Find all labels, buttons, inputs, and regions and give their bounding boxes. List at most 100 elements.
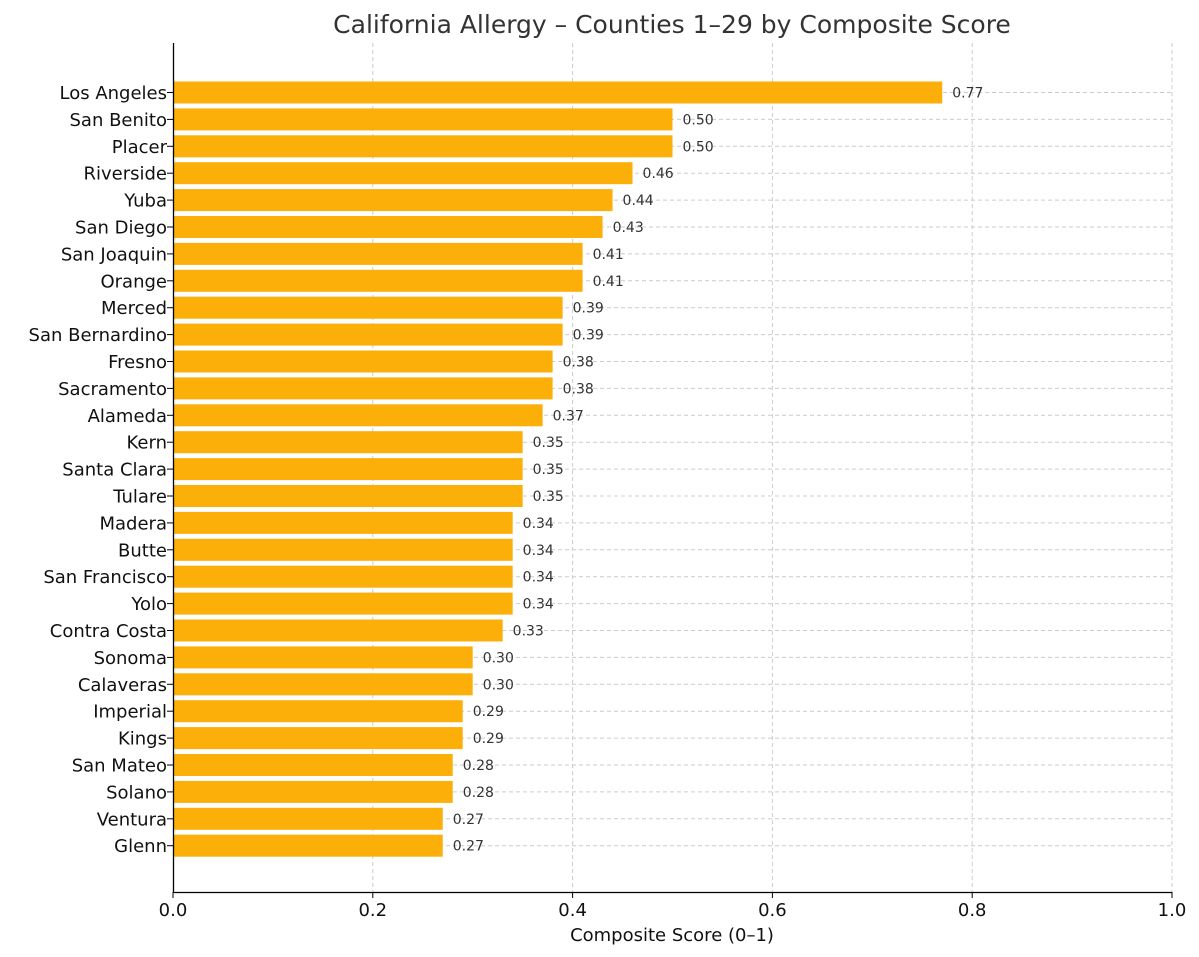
bar	[173, 404, 543, 427]
bar	[173, 511, 513, 534]
value-label: 0.37	[553, 408, 584, 424]
category-label: Madera	[100, 513, 168, 534]
category-label: Tulare	[112, 487, 167, 508]
category-label: Merced	[101, 298, 167, 319]
bar	[173, 458, 523, 481]
bar	[173, 108, 673, 131]
category-label: Placer	[112, 137, 168, 158]
value-label: 0.46	[643, 166, 674, 182]
value-label: 0.30	[483, 650, 514, 666]
value-label: 0.33	[513, 624, 544, 640]
category-label: Riverside	[83, 164, 167, 185]
value-label: 0.30	[483, 677, 514, 693]
bar	[173, 296, 563, 319]
bar	[173, 216, 603, 238]
x-tick-label: 0.4	[558, 900, 587, 921]
value-label: 0.34	[523, 597, 554, 613]
value-label: 0.77	[952, 86, 983, 102]
bar	[173, 81, 943, 104]
chart-title: California Allergy – Counties 1–29 by Co…	[333, 10, 1011, 39]
x-tick-label: 0.8	[958, 900, 987, 921]
bar	[173, 350, 553, 373]
bar	[173, 162, 633, 185]
value-label: 0.34	[523, 570, 554, 586]
labels: 0.0 0.2 0.4 0.6 0.8 1.0 Los Angeles 0.77 San Ben…	[29, 83, 1187, 921]
gridlines	[167, 43, 1173, 898]
category-label: Santa Clara	[62, 460, 167, 481]
bars	[173, 81, 943, 857]
category-label: San Bernardino	[29, 325, 167, 346]
value-label: 0.39	[573, 301, 604, 317]
bar	[173, 485, 523, 507]
x-axis-title: Composite Score (0–1)	[570, 925, 774, 946]
bar	[173, 377, 553, 400]
value-label: 0.34	[523, 516, 554, 532]
category-label: Contra Costa	[50, 621, 167, 642]
value-label: 0.34	[523, 543, 554, 559]
category-label: Orange	[100, 271, 167, 292]
category-label: Fresno	[108, 352, 167, 373]
category-label: San Joaquin	[61, 244, 167, 265]
bar	[173, 135, 673, 158]
bar	[173, 619, 503, 642]
value-label: 0.27	[453, 839, 484, 855]
value-label: 0.41	[593, 274, 624, 290]
value-label: 0.39	[573, 328, 604, 344]
value-label: 0.38	[563, 381, 594, 397]
bar	[173, 807, 443, 830]
value-label: 0.29	[473, 731, 504, 747]
category-label: Calaveras	[78, 675, 167, 696]
category-label: Butte	[118, 540, 167, 561]
value-label: 0.38	[563, 355, 594, 371]
value-label: 0.27	[453, 812, 484, 828]
x-tick-label: 0.6	[758, 900, 787, 921]
category-label: Sacramento	[58, 379, 167, 400]
category-label: San Mateo	[72, 756, 167, 777]
value-label: 0.50	[683, 139, 714, 155]
value-label: 0.44	[623, 193, 654, 209]
category-label: Solano	[106, 782, 167, 803]
bar	[173, 242, 583, 265]
category-label: San Francisco	[43, 567, 167, 588]
x-tick-label: 0.2	[358, 900, 387, 921]
bar	[173, 673, 473, 696]
bar	[173, 754, 453, 776]
bar	[173, 727, 463, 750]
value-label: 0.28	[463, 758, 494, 774]
bar	[173, 780, 453, 803]
category-label: San Benito	[70, 110, 168, 131]
category-label: Kern	[127, 433, 167, 454]
bar	[173, 431, 523, 454]
category-label: Alameda	[88, 406, 167, 427]
category-label: Los Angeles	[60, 83, 168, 104]
value-label: 0.35	[533, 489, 564, 505]
bar	[173, 700, 463, 723]
value-label: 0.35	[533, 435, 564, 451]
bar	[173, 269, 583, 292]
bar	[173, 538, 513, 561]
category-label: Glenn	[114, 836, 167, 857]
bar	[173, 565, 513, 588]
bar	[173, 323, 563, 346]
category-label: Sonoma	[94, 648, 167, 669]
category-label: Yolo	[130, 594, 167, 615]
category-label: Kings	[118, 729, 167, 750]
x-tick-label: 1.0	[1158, 900, 1187, 921]
x-tick-label: 0.0	[159, 900, 188, 921]
bar	[173, 592, 513, 615]
bar	[173, 189, 613, 212]
category-label: San Diego	[75, 218, 167, 239]
category-label: Ventura	[97, 809, 167, 830]
value-label: 0.41	[593, 247, 624, 263]
bar	[173, 834, 443, 857]
value-label: 0.50	[683, 112, 714, 128]
value-label: 0.29	[473, 704, 504, 720]
category-label: Imperial	[93, 702, 167, 723]
value-label: 0.35	[533, 462, 564, 478]
category-label: Yuba	[123, 191, 167, 212]
bar	[173, 646, 473, 669]
value-label: 0.43	[613, 220, 644, 236]
value-label: 0.28	[463, 785, 494, 801]
